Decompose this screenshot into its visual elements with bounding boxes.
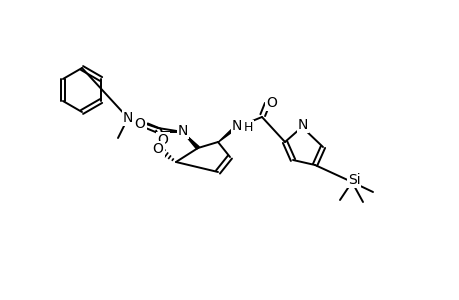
Text: N: N xyxy=(231,119,241,133)
Polygon shape xyxy=(218,127,235,142)
Text: H: H xyxy=(243,121,253,134)
Text: O: O xyxy=(266,96,277,110)
Text: Si: Si xyxy=(347,173,359,187)
Polygon shape xyxy=(182,132,199,149)
Text: N: N xyxy=(178,124,188,138)
Text: N: N xyxy=(123,111,133,125)
Text: O: O xyxy=(152,142,163,156)
Text: O: O xyxy=(157,133,168,147)
Text: O: O xyxy=(134,117,145,131)
Text: N: N xyxy=(297,118,308,132)
